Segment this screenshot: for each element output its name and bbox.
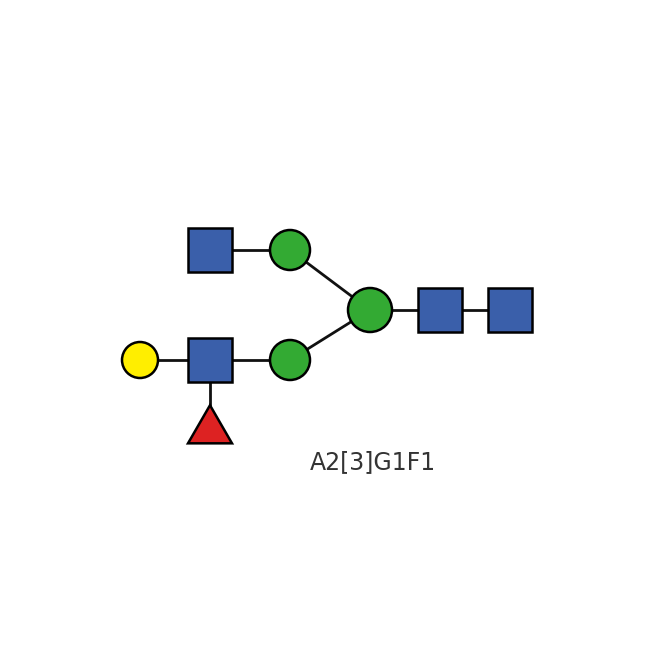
Bar bbox=[188, 338, 232, 382]
Bar bbox=[188, 228, 232, 272]
Circle shape bbox=[270, 230, 310, 270]
Circle shape bbox=[122, 342, 158, 378]
Circle shape bbox=[270, 340, 310, 380]
Text: A2[3]G1F1: A2[3]G1F1 bbox=[310, 450, 436, 474]
Bar bbox=[488, 288, 532, 332]
Bar bbox=[418, 288, 462, 332]
Circle shape bbox=[348, 288, 392, 332]
Polygon shape bbox=[188, 405, 232, 444]
